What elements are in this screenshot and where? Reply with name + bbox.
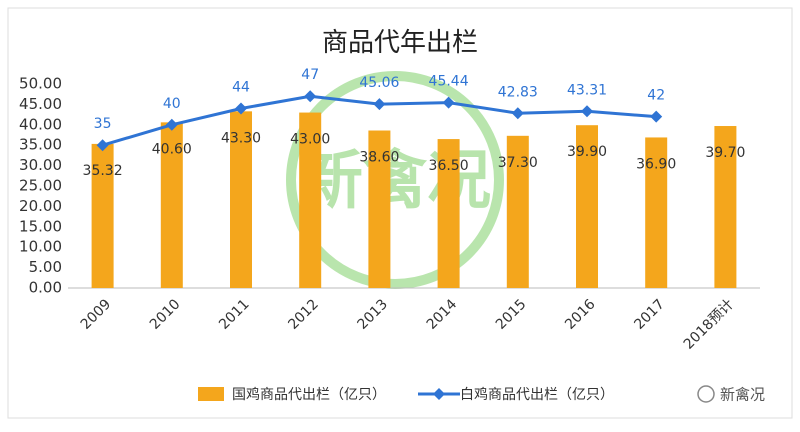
chart-title: 商品代年出栏	[322, 28, 478, 58]
bar-value-label: 36.50	[429, 158, 469, 174]
bar	[91, 143, 114, 288]
bar-value-label: 38.60	[359, 150, 399, 166]
bar	[160, 122, 183, 289]
legend-swatch	[433, 388, 445, 400]
line-value-label: 45.44	[429, 74, 469, 90]
bar	[714, 126, 737, 288]
line-marker	[511, 107, 524, 120]
y-tick-label: 40.00	[19, 115, 62, 133]
line-marker	[581, 105, 593, 118]
y-tick-label: 35.00	[19, 136, 62, 154]
bar	[230, 111, 252, 288]
y-tick-label: 50.00	[19, 75, 62, 93]
legend-label: 白鸡商品代出栏（亿只）	[460, 386, 614, 403]
bar	[299, 112, 322, 288]
bar	[645, 137, 668, 288]
bar-value-label: 43.00	[290, 132, 330, 148]
bar-value-label: 37.30	[498, 155, 538, 171]
line-marker	[304, 90, 317, 103]
line-value-label: 43.31	[567, 82, 607, 98]
line-value-label: 42	[647, 88, 665, 104]
line-marker	[442, 96, 455, 109]
line-value-label: 47	[301, 67, 319, 83]
line-value-label: 42.83	[498, 84, 538, 100]
line-marker	[96, 139, 109, 152]
y-tick-label: 15.00	[19, 217, 62, 235]
line-marker	[650, 110, 663, 123]
line-value-label: 35	[94, 116, 112, 132]
line-marker	[165, 118, 178, 131]
legend-swatch	[198, 387, 224, 401]
brand-icon	[697, 385, 715, 403]
bar-value-label: 40.60	[152, 141, 192, 157]
line-value-label: 44	[232, 79, 250, 95]
line-value-label: 40	[163, 96, 181, 112]
y-tick-label: 0.00	[29, 279, 62, 297]
bar	[437, 139, 460, 288]
bar	[368, 130, 391, 288]
y-tick-label: 5.00	[29, 258, 62, 276]
bar-value-label: 39.70	[705, 145, 745, 161]
y-tick-label: 25.00	[19, 177, 62, 195]
y-tick-label: 45.00	[19, 95, 62, 113]
bar-value-label: 35.32	[83, 163, 123, 179]
y-tick-label: 30.00	[19, 156, 62, 174]
bar-value-label: 43.30	[221, 130, 261, 146]
y-tick-label: 10.00	[19, 238, 62, 256]
y-tick-label: 20.00	[19, 197, 62, 215]
bar-value-label: 39.90	[567, 144, 607, 160]
brand: 新禽况	[720, 386, 765, 404]
line-marker	[235, 102, 247, 115]
bar	[576, 125, 598, 288]
line-marker	[373, 98, 386, 111]
bar-value-label: 36.90	[636, 156, 676, 172]
bar	[506, 135, 529, 288]
watermark-ring	[286, 71, 504, 289]
legend-label: 国鸡商品代出栏（亿只）	[232, 386, 386, 403]
line-value-label: 45.06	[359, 75, 399, 91]
